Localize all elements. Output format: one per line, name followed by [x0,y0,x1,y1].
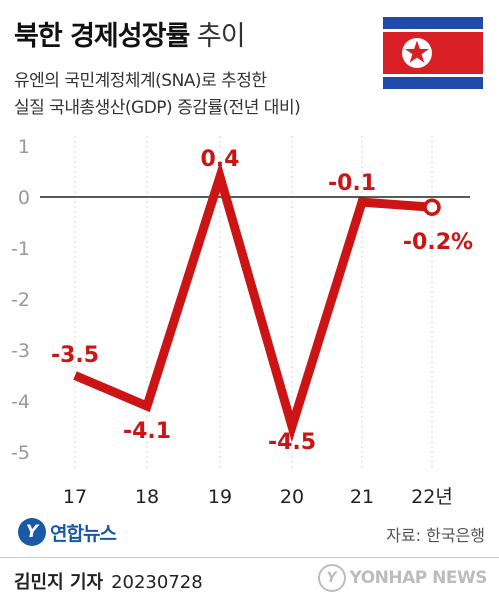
x-axis-ticks: 17 18 19 20 21 22년 [63,486,453,508]
footer-divider [0,557,499,558]
byline-date: 20230728 [111,572,203,593]
y-tick-label: -5 [11,442,30,464]
data-label: -4.1 [123,419,171,444]
data-label: -3.5 [51,343,99,368]
yonhap-watermark: Y YONHAP NEWS [317,564,488,592]
y-tick-label: -2 [11,289,30,311]
flag-star [405,40,429,63]
y-tick-label: -1 [11,238,30,260]
yonhap-logo-text: 연합뉴스 [50,522,117,545]
data-label: -0.2% [403,230,473,255]
yonhap-logo-icon: Y [18,518,46,546]
flag-bottom-stripe [383,77,483,89]
x-tick-label: 17 [63,486,87,508]
x-tick-label: 22년 [411,486,453,508]
page-title: 북한 경제성장률 추이 [14,14,246,53]
last-point-marker [423,198,441,216]
y-axis-ticks: 1 0 -1 -2 -3 -4 -5 [11,136,30,464]
flag-red-field [383,32,483,74]
x-tick-label: 18 [135,486,159,508]
data-label: -0.1 [328,171,376,196]
watermark-logo-icon: Y [317,564,346,592]
y-tick-label: 0 [18,187,30,209]
subtitle-line-2: 실질 국내총생산(GDP) 증감률(전년 대비) [14,98,301,118]
north-korea-flag-icon [383,17,483,89]
x-tick-label: 19 [208,486,232,508]
byline: 김민지 기자 20230728 [14,568,203,594]
y-tick-label: -3 [11,340,30,362]
watermark-text: YONHAP NEWS [349,568,488,588]
y-tick-label: -4 [11,391,30,413]
title-main: 북한 경제성장률 [14,21,190,52]
data-labels: -3.5 -4.1 0.4 -4.5 -0.1 -0.2% [51,147,473,455]
source-note: 자료: 한국은행 [386,526,485,545]
flag-top-stripe [383,17,483,29]
yonhap-logo: Y 연합뉴스 [18,518,117,546]
growth-chart: 1 0 -1 -2 -3 -4 -5 -3.5 -4.1 0.4 -4.5 -0.1 -0.2% 17… [11,136,473,508]
series-line [73,161,433,443]
x-tick-label: 21 [350,486,374,508]
x-tick-label: 20 [280,486,304,508]
data-points [423,198,441,216]
title-trend: 추이 [196,21,246,52]
data-label: -4.5 [268,430,316,455]
data-label: 0.4 [201,147,240,172]
subtitle-line-1: 유엔의 국민계정체계(SNA)로 추정한 [14,71,267,91]
flag-white-bottom [383,74,483,77]
flag-white-top [383,29,483,32]
byline-name: 김민지 기자 [14,572,104,593]
y-tick-label: 1 [18,136,30,158]
